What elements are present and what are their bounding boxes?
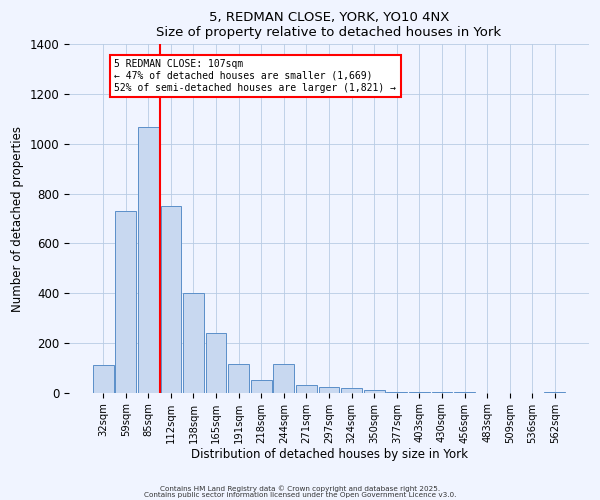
Bar xyxy=(183,293,204,392)
Bar xyxy=(206,333,226,392)
Bar xyxy=(161,206,181,392)
Bar xyxy=(93,366,113,392)
Bar xyxy=(228,364,249,392)
Bar xyxy=(138,126,159,392)
Bar xyxy=(296,386,317,392)
Title: 5, REDMAN CLOSE, YORK, YO10 4NX
Size of property relative to detached houses in : 5, REDMAN CLOSE, YORK, YO10 4NX Size of … xyxy=(157,11,502,39)
Text: 5 REDMAN CLOSE: 107sqm
← 47% of detached houses are smaller (1,669)
52% of semi-: 5 REDMAN CLOSE: 107sqm ← 47% of detached… xyxy=(115,60,397,92)
Bar xyxy=(364,390,385,392)
Bar xyxy=(251,380,272,392)
Bar xyxy=(115,211,136,392)
Text: Contains HM Land Registry data © Crown copyright and database right 2025.
Contai: Contains HM Land Registry data © Crown c… xyxy=(144,485,456,498)
Bar xyxy=(341,388,362,392)
X-axis label: Distribution of detached houses by size in York: Distribution of detached houses by size … xyxy=(191,448,467,462)
Bar xyxy=(274,364,294,392)
Bar xyxy=(319,386,340,392)
Y-axis label: Number of detached properties: Number of detached properties xyxy=(11,126,24,312)
